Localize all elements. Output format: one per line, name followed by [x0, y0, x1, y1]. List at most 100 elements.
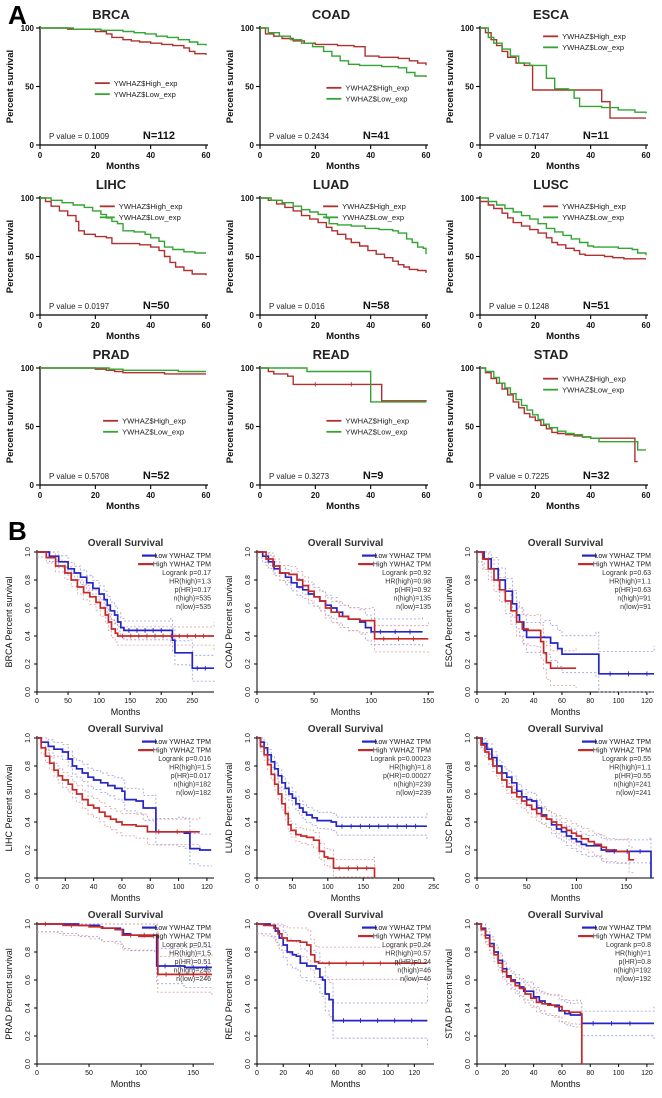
svg-text:0.6: 0.6: [25, 603, 32, 613]
panelA-plot-esca: ESCA 0 50 100 0 20 40 60 Months Percent survival Y…: [441, 6, 661, 176]
svg-text:60: 60: [642, 151, 651, 160]
x-axis-label: Months: [111, 1079, 141, 1089]
y-axis-label: Percent survival: [5, 50, 16, 123]
panelB-plot-coad: Overall Survival 0.0 0.2 0.4 0.6 0.8 1.0 0 50 100…: [221, 536, 441, 722]
high-curve: [260, 367, 427, 402]
svg-text:0.0: 0.0: [25, 873, 32, 883]
panel-a-grid: BRCA 0 50 100 0 20 40 60 Months Percent survival Y…: [0, 6, 662, 516]
svg-text:0.0: 0.0: [465, 1059, 472, 1069]
legend-high-label: YWHAZ$High_exp: [122, 417, 186, 426]
p-value-text: P value = 0.1248: [489, 302, 550, 311]
km-chart-read: 0 50 100 0 20 40 60 Months Percent survival YWHAZ…: [225, 364, 431, 512]
panelB-plot-brca: Overall Survival 0.0 0.2 0.4 0.6 0.8 1.0 0 50 100…: [1, 536, 221, 722]
low-curve: [40, 367, 206, 373]
high-curve: [477, 923, 583, 1064]
n-text: N=112: [143, 130, 175, 142]
km-chart-b-read: Overall Survival 0.0 0.2 0.4 0.6 0.8 1.0 0 20 40 6…: [224, 910, 434, 1089]
stats-text: HR(high)=1.3: [169, 579, 211, 586]
y-axis-label: LUAD Percent survival: [224, 763, 234, 854]
stats-text: n(high)=91: [617, 596, 651, 603]
svg-text:1.0: 1.0: [245, 919, 252, 929]
n-text: N=41: [363, 130, 390, 142]
low-curve: [260, 197, 427, 255]
stats-text: n(low)=192: [616, 976, 651, 983]
x-axis-label: Months: [111, 707, 141, 717]
high-ci-curve: [257, 933, 428, 991]
p-value-text: P value = 0.7147: [489, 132, 550, 141]
plot-title: Overall Survival: [88, 724, 164, 735]
y-axis-label: Percent survival: [445, 220, 456, 293]
legend-low-label: YWHAZ$Low_exp: [122, 428, 184, 437]
panelA-plot-brca: BRCA 0 50 100 0 20 40 60 Months Percent survival Y…: [1, 6, 221, 176]
stats-text: HR(high)=1.1: [609, 765, 651, 772]
svg-text:60: 60: [422, 151, 431, 160]
stats-text: n(low)=182: [176, 790, 211, 797]
svg-text:0.0: 0.0: [465, 687, 472, 697]
svg-text:0.4: 0.4: [25, 631, 32, 641]
low-ci-curve: [37, 551, 215, 656]
svg-text:0.6: 0.6: [465, 789, 472, 799]
x-axis-label: Months: [331, 1079, 361, 1089]
panel-a: A BRCA 0 50 100 0 20 40 60 Months Percent surviva…: [0, 0, 662, 516]
low-curve: [260, 27, 427, 78]
x-axis-label: Months: [551, 893, 581, 903]
svg-text:120: 120: [201, 884, 213, 891]
n-text: N=32: [583, 470, 610, 482]
svg-text:100: 100: [241, 194, 255, 203]
svg-text:100: 100: [21, 194, 35, 203]
svg-text:60: 60: [332, 1070, 340, 1077]
stats-text: p(HR)=0.63: [615, 587, 651, 594]
svg-text:100: 100: [461, 364, 475, 373]
stats-text: p(HR)=0.92: [395, 587, 431, 594]
panelB-plot-lihc: Overall Survival 0.0 0.2 0.4 0.6 0.8 1.0 0 20 40 6…: [1, 722, 221, 908]
stats-text: p(HR)=0.00027: [383, 773, 431, 780]
legend-low-label: YWHAZ$Low_exp: [562, 43, 624, 52]
x-axis-label: Months: [546, 331, 580, 342]
svg-text:200: 200: [393, 884, 405, 891]
svg-text:40: 40: [146, 151, 155, 160]
panel-b: B Overall Survival 0.0 0.2 0.4 0.6 0.8 1.0 0 50 1…: [0, 516, 662, 1094]
svg-text:50: 50: [523, 884, 531, 891]
stats-text: Logrank p=0.24: [382, 942, 431, 949]
stats-text: n(low)=241: [616, 790, 651, 797]
svg-text:0.8: 0.8: [245, 761, 252, 771]
svg-text:0.6: 0.6: [245, 789, 252, 799]
svg-text:100: 100: [461, 24, 475, 33]
legend-high-label: High YWHAZ TPM: [373, 934, 431, 941]
svg-text:100: 100: [135, 1070, 147, 1077]
svg-text:0.8: 0.8: [465, 947, 472, 957]
panelA-plot-coad: COAD 0 50 100 0 20 40 60 Months Percent survival Y…: [221, 6, 441, 176]
svg-text:40: 40: [146, 321, 155, 330]
stats-text: n(high)=46: [397, 968, 431, 975]
high-curve: [480, 200, 646, 260]
svg-text:250: 250: [428, 884, 439, 891]
svg-text:80: 80: [146, 884, 154, 891]
stats-text: p(HR)=0.24: [395, 959, 431, 966]
svg-text:0.6: 0.6: [245, 975, 252, 985]
svg-text:0: 0: [478, 151, 483, 160]
x-axis-label: Months: [106, 501, 140, 512]
plot-title: PRAD: [92, 347, 130, 362]
svg-text:0.0: 0.0: [25, 687, 32, 697]
high-curve: [37, 551, 214, 637]
stats-text: n(low)=239: [396, 790, 431, 797]
y-axis-label: Percent survival: [225, 220, 236, 293]
panelB-plot-lusc: Overall Survival 0.0 0.2 0.4 0.6 0.8 1.0 0 50 100…: [441, 722, 661, 908]
svg-text:60: 60: [642, 321, 651, 330]
low-curve: [480, 197, 647, 256]
stats-text: n(high)=135: [393, 596, 431, 603]
km-chart-esca: 0 50 100 0 20 40 60 Months Percent survival YWHAZ…: [445, 24, 651, 172]
stats-text: p(HR)=0.017: [171, 773, 211, 780]
svg-text:60: 60: [558, 698, 566, 705]
svg-text:150: 150: [357, 884, 369, 891]
legend-low-label: YWHAZ$Low_exp: [562, 213, 624, 222]
svg-text:0.2: 0.2: [245, 845, 252, 855]
svg-text:80: 80: [586, 1070, 594, 1077]
svg-text:60: 60: [202, 321, 211, 330]
svg-text:20: 20: [531, 321, 540, 330]
x-axis-label: Months: [326, 501, 360, 512]
svg-text:50: 50: [289, 884, 297, 891]
legend-low-label: YWHAZ$Low_exp: [562, 385, 624, 394]
high-ci-curve: [257, 923, 428, 948]
svg-text:40: 40: [366, 491, 375, 500]
